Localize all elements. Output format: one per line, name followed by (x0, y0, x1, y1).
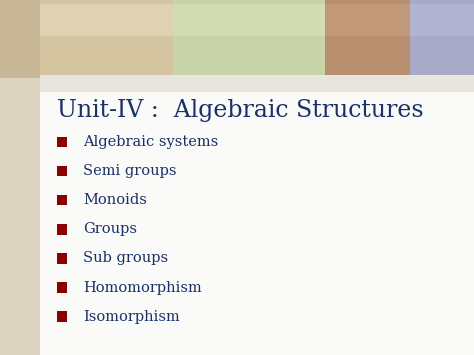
Bar (410, 4, 474, 36)
Text: Monoids: Monoids (83, 193, 147, 207)
Text: Sub groups: Sub groups (83, 251, 168, 266)
Bar (410, 0, 474, 78)
Text: Isomorphism: Isomorphism (83, 310, 180, 324)
Bar (57, 282, 67, 293)
Bar (40, 4, 173, 36)
Bar (40, 75, 474, 92)
Bar (325, 0, 410, 78)
Bar (0, 0, 40, 355)
Bar (57, 166, 67, 176)
Bar (57, 195, 67, 206)
Bar (173, 0, 325, 78)
Bar (0, 0, 40, 78)
Text: Groups: Groups (83, 222, 137, 236)
Bar (173, 4, 325, 36)
Text: Semi groups: Semi groups (83, 164, 176, 178)
Bar (57, 311, 67, 322)
Bar (40, 0, 173, 78)
Bar (57, 253, 67, 264)
Text: Algebraic systems: Algebraic systems (83, 135, 218, 149)
Text: Homomorphism: Homomorphism (83, 280, 202, 295)
Text: Unit-IV :  Algebraic Structures: Unit-IV : Algebraic Structures (57, 99, 423, 122)
Bar (57, 224, 67, 235)
Bar (57, 137, 67, 147)
Bar (40, 92, 474, 355)
Bar (325, 4, 410, 36)
